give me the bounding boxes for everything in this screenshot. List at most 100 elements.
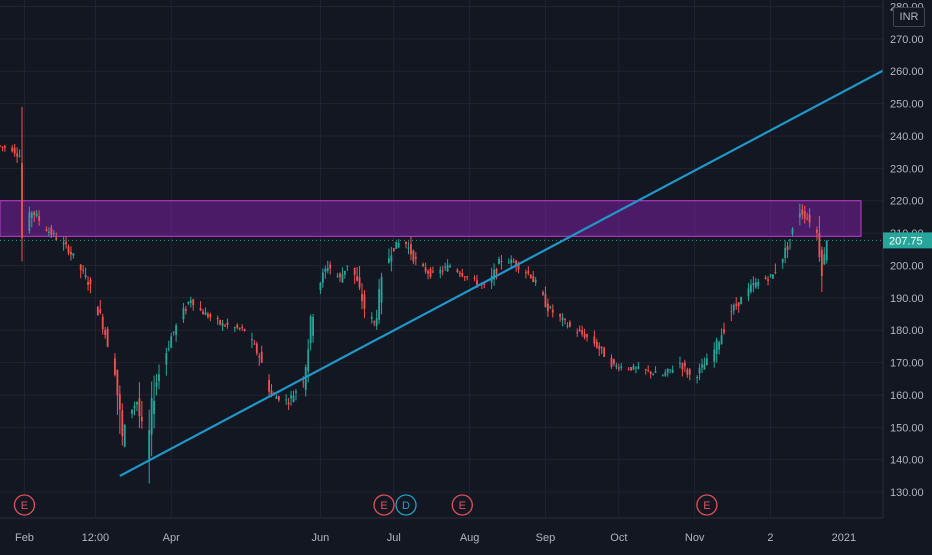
time-tick-label: Feb bbox=[15, 532, 34, 544]
candle-body bbox=[644, 369, 647, 371]
candle bbox=[184, 305, 187, 315]
candle-body bbox=[405, 241, 407, 245]
candle-body bbox=[586, 334, 588, 337]
earnings-marker[interactable]: E bbox=[451, 494, 473, 516]
candle bbox=[473, 275, 476, 282]
candle bbox=[131, 409, 134, 419]
candle bbox=[153, 375, 156, 429]
candle-body bbox=[696, 376, 699, 378]
candle-body bbox=[747, 288, 750, 297]
candle-body bbox=[806, 218, 809, 220]
candle bbox=[324, 265, 327, 279]
candle bbox=[341, 267, 344, 284]
candle-body bbox=[598, 345, 601, 350]
candle bbox=[199, 301, 202, 312]
candle bbox=[62, 237, 65, 251]
earnings-marker[interactable]: E bbox=[696, 494, 718, 516]
candle bbox=[170, 332, 173, 349]
candle bbox=[204, 307, 207, 316]
candle bbox=[346, 265, 349, 271]
candle bbox=[441, 265, 444, 276]
price-axis-bg bbox=[883, 0, 932, 550]
candle bbox=[21, 106, 23, 262]
candle-body bbox=[395, 241, 398, 249]
candle bbox=[150, 381, 153, 457]
candle-body bbox=[715, 339, 718, 354]
candle-body bbox=[260, 352, 263, 363]
candle bbox=[390, 246, 393, 272]
candle bbox=[769, 274, 772, 278]
candle bbox=[123, 423, 126, 448]
time-tick-label: 12:00 bbox=[82, 532, 110, 544]
candle-body bbox=[422, 263, 425, 267]
candle bbox=[395, 241, 398, 249]
earnings-marker[interactable]: E bbox=[13, 494, 36, 516]
candle bbox=[148, 409, 151, 484]
candle bbox=[45, 226, 48, 232]
candle bbox=[446, 259, 449, 272]
candle-body bbox=[121, 410, 124, 437]
candle bbox=[767, 275, 769, 286]
candle bbox=[370, 312, 373, 324]
candle-body bbox=[380, 276, 383, 303]
candle bbox=[133, 401, 136, 416]
candle bbox=[275, 394, 278, 399]
candle bbox=[561, 313, 564, 327]
dividend-marker[interactable]: D bbox=[395, 494, 417, 516]
candle-body bbox=[737, 302, 740, 306]
candle-body bbox=[392, 248, 395, 251]
candle bbox=[356, 266, 359, 282]
candle bbox=[772, 273, 774, 279]
candle-body bbox=[568, 322, 571, 327]
candle bbox=[630, 366, 632, 372]
candle bbox=[99, 300, 102, 315]
time-axis-bg bbox=[0, 518, 883, 550]
candle bbox=[106, 326, 109, 348]
candle bbox=[732, 303, 735, 315]
candle-body bbox=[304, 367, 307, 390]
candle bbox=[683, 359, 686, 373]
candle-body bbox=[324, 268, 327, 272]
candle bbox=[13, 143, 16, 157]
candle bbox=[290, 390, 292, 406]
candle-body bbox=[184, 309, 187, 311]
candle-body bbox=[253, 343, 256, 345]
event-label: E bbox=[21, 500, 28, 512]
candle bbox=[568, 320, 571, 328]
candle-body bbox=[407, 247, 410, 249]
candle-body bbox=[397, 242, 400, 248]
candle bbox=[221, 320, 224, 331]
candle-body bbox=[583, 333, 586, 338]
candle bbox=[429, 266, 432, 279]
candle-body bbox=[713, 349, 716, 362]
candle bbox=[158, 364, 160, 390]
candle-body bbox=[202, 311, 204, 315]
candle bbox=[378, 279, 381, 324]
candle bbox=[287, 397, 290, 410]
candle-body bbox=[251, 339, 253, 341]
candle bbox=[155, 373, 158, 396]
candle-body bbox=[515, 260, 518, 267]
candle-body bbox=[0, 145, 1, 147]
candle bbox=[387, 248, 390, 264]
candle bbox=[33, 211, 36, 222]
candle bbox=[67, 244, 70, 256]
candle-body bbox=[767, 279, 769, 281]
earnings-marker[interactable]: E bbox=[373, 494, 395, 516]
candle-body bbox=[189, 300, 192, 303]
grid bbox=[0, 0, 883, 518]
candle-body bbox=[600, 346, 603, 348]
candle-body bbox=[341, 274, 344, 283]
candle bbox=[410, 236, 412, 261]
candle bbox=[549, 305, 552, 310]
candle bbox=[610, 354, 613, 369]
candle bbox=[500, 254, 503, 270]
candle bbox=[260, 345, 263, 364]
candle-body bbox=[718, 342, 721, 350]
candle bbox=[664, 369, 667, 377]
candle-body bbox=[67, 246, 70, 253]
candle-body bbox=[182, 308, 185, 320]
